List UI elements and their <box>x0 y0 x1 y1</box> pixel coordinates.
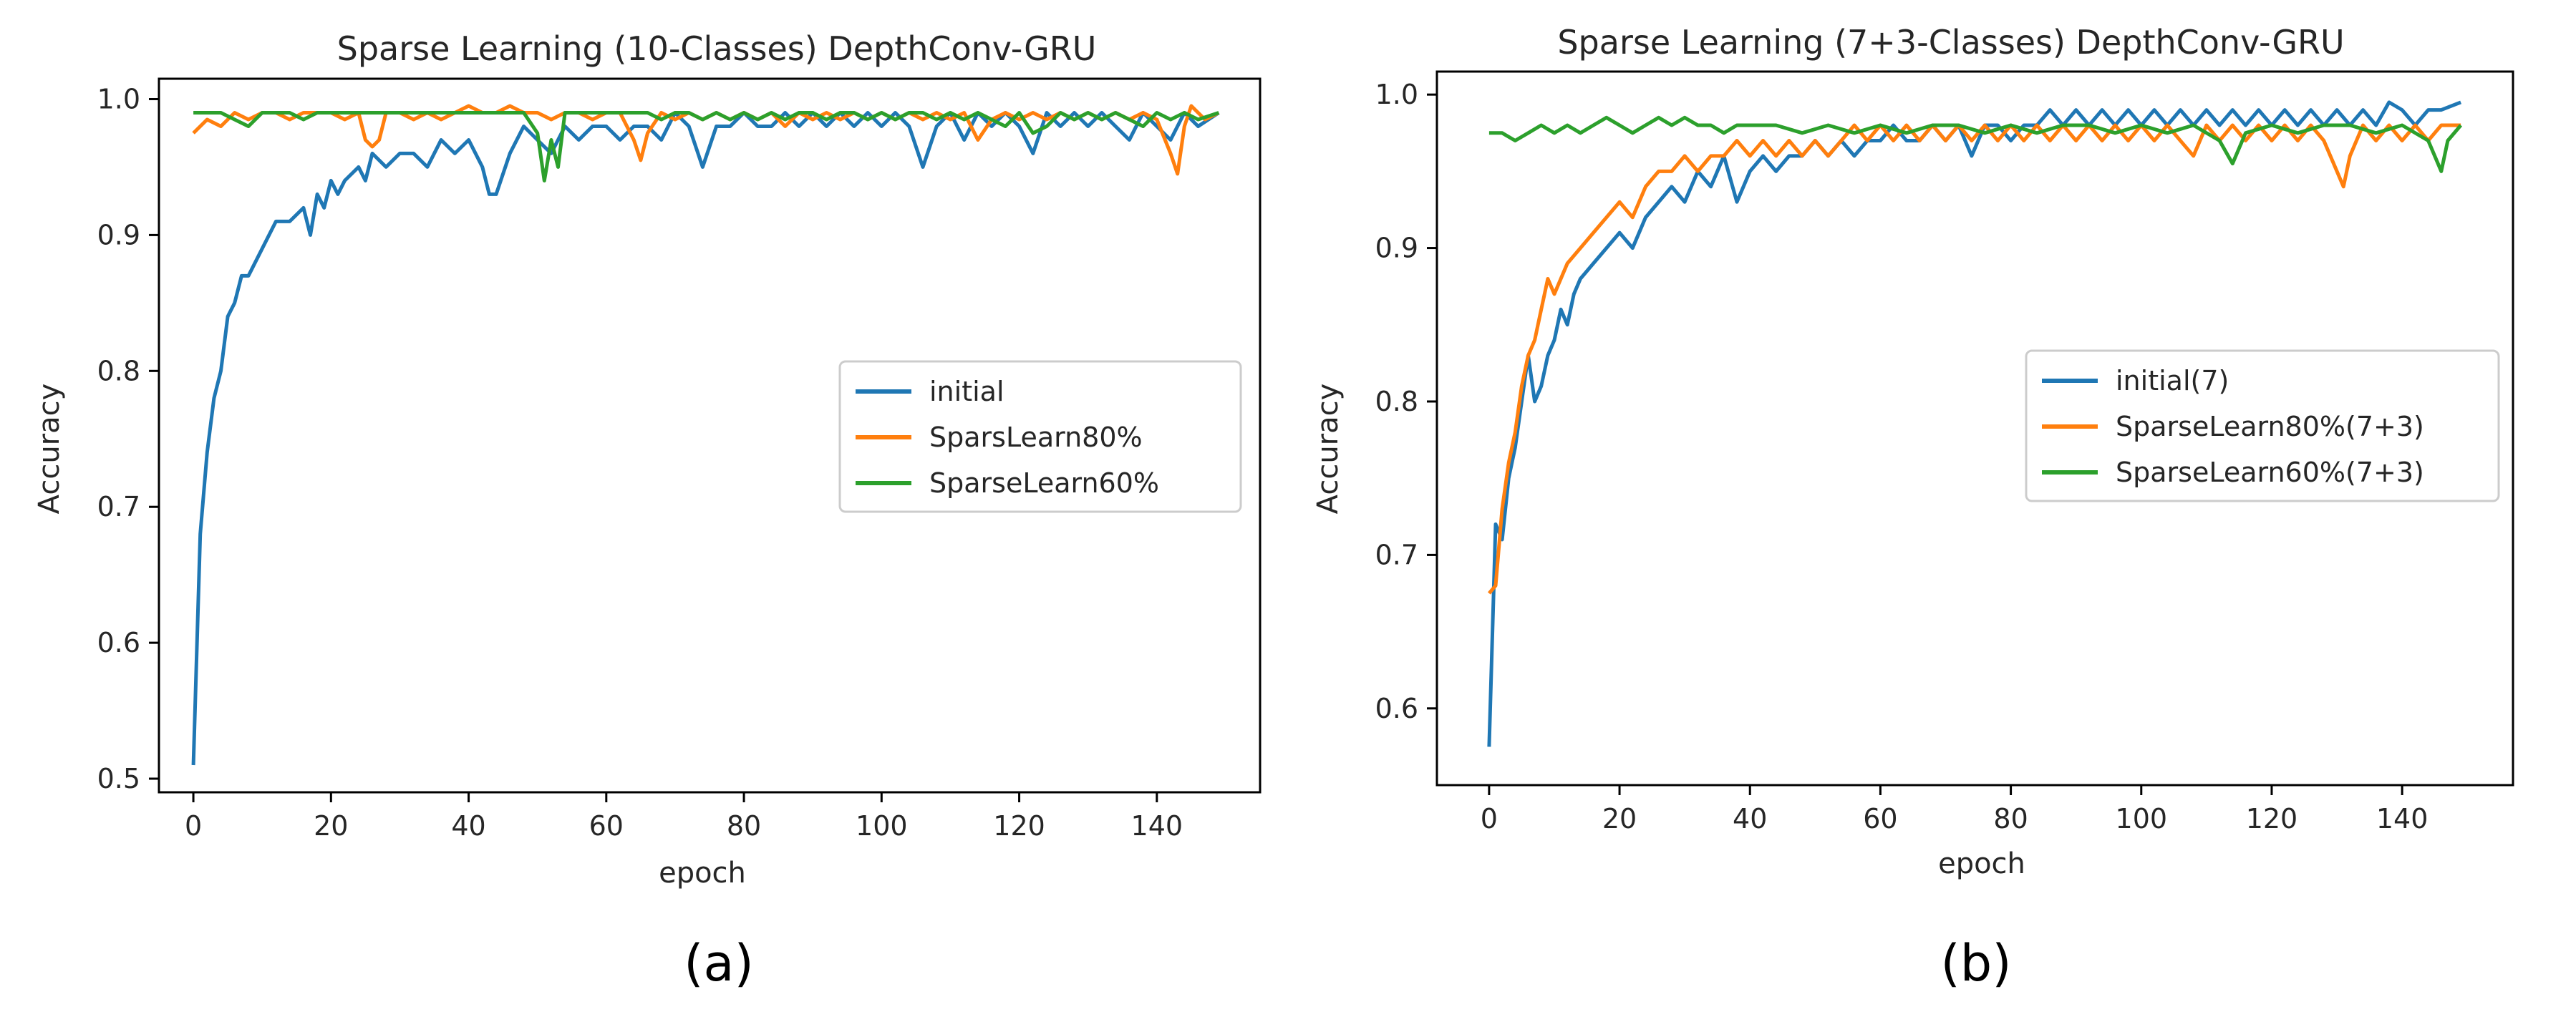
legend-label: SparseLearn60%(7+3) <box>2116 457 2424 488</box>
x-tick-label: 0 <box>1481 803 1498 834</box>
y-axis-label: Accuracy <box>1312 384 1345 515</box>
x-tick-label: 140 <box>2376 803 2429 834</box>
legend: initial SparsLearn80% SparseLearn60% <box>838 360 1242 513</box>
legend-box <box>2025 349 2500 502</box>
series-line-1 <box>191 111 1220 766</box>
x-tick-label: 20 <box>1602 803 1637 834</box>
legend-box <box>838 360 1242 513</box>
chart-title: Sparse Learning (10-Classes) DepthConv-G… <box>337 29 1097 68</box>
y-tick-label: 0.5 <box>97 763 140 794</box>
x-tick-label: 100 <box>856 810 908 842</box>
x-tick-label: 40 <box>1733 803 1767 834</box>
y-tick-label: 0.8 <box>1375 386 1418 417</box>
chart-panel-a: Sparse Learning (10-Classes) DepthConv-G… <box>33 29 1262 993</box>
y-tick-label: 0.8 <box>97 355 140 386</box>
plot-area: 0 20 40 60 80 100 120 140 0.6 0.7 0.8 0.9 1.0 <box>1375 70 2514 834</box>
y-tick-label: 0.9 <box>97 219 140 250</box>
chart-panel-b: Sparse Learning (7+3-Classes) DepthConv-… <box>1312 23 2514 993</box>
x-tick-label: 60 <box>1863 803 1897 834</box>
figure-caption: (a) <box>684 934 754 993</box>
legend-label: SparseLearn80%(7+3) <box>2116 411 2424 442</box>
axes-frame <box>1435 70 2514 787</box>
x-tick-label: 100 <box>2116 803 2168 834</box>
chart-title: Sparse Learning (7+3-Classes) DepthConv-… <box>1557 23 2344 62</box>
x-tick-label: 40 <box>451 810 485 842</box>
legend-label: SparsLearn80% <box>929 422 1143 453</box>
x-tick-label: 140 <box>1131 810 1183 842</box>
x-tick-label: 120 <box>2246 803 2298 834</box>
y-tick-label: 0.7 <box>97 491 140 522</box>
legend-label: SparseLearn60% <box>929 467 1159 499</box>
x-tick-label: 80 <box>727 810 761 842</box>
x-tick-label: 120 <box>993 810 1045 842</box>
plot-area: 0 20 40 60 80 100 120 140 0.5 0.6 0.7 0.8 0.9 1.0 <box>97 77 1262 842</box>
legend-label: initial(7) <box>2116 365 2229 396</box>
figure-caption: (b) <box>1940 934 2011 993</box>
axes-frame <box>158 77 1262 794</box>
y-tick-label: 0.9 <box>1375 233 1418 264</box>
y-tick-label: 1.0 <box>1375 79 1418 110</box>
series-line-2 <box>1487 123 2461 595</box>
y-tick-label: 0.7 <box>1375 539 1418 570</box>
y-tick-label: 0.6 <box>97 627 140 658</box>
y-axis-label: Accuracy <box>33 384 66 515</box>
x-tick-label: 60 <box>589 810 624 842</box>
legend-label: initial <box>929 376 1004 407</box>
legend: initial(7) SparseLearn80%(7+3) SparseLearn… <box>2025 349 2500 502</box>
x-tick-label: 80 <box>1993 803 2028 834</box>
y-tick-label: 1.0 <box>97 83 140 115</box>
x-axis-label: epoch <box>659 857 746 890</box>
series-line-3 <box>193 111 1220 183</box>
x-tick-label: 0 <box>185 810 202 842</box>
series-line-3 <box>1488 115 2463 173</box>
x-tick-label: 20 <box>314 810 348 842</box>
x-axis-label: epoch <box>1938 847 2025 880</box>
y-tick-label: 0.6 <box>1375 693 1418 724</box>
